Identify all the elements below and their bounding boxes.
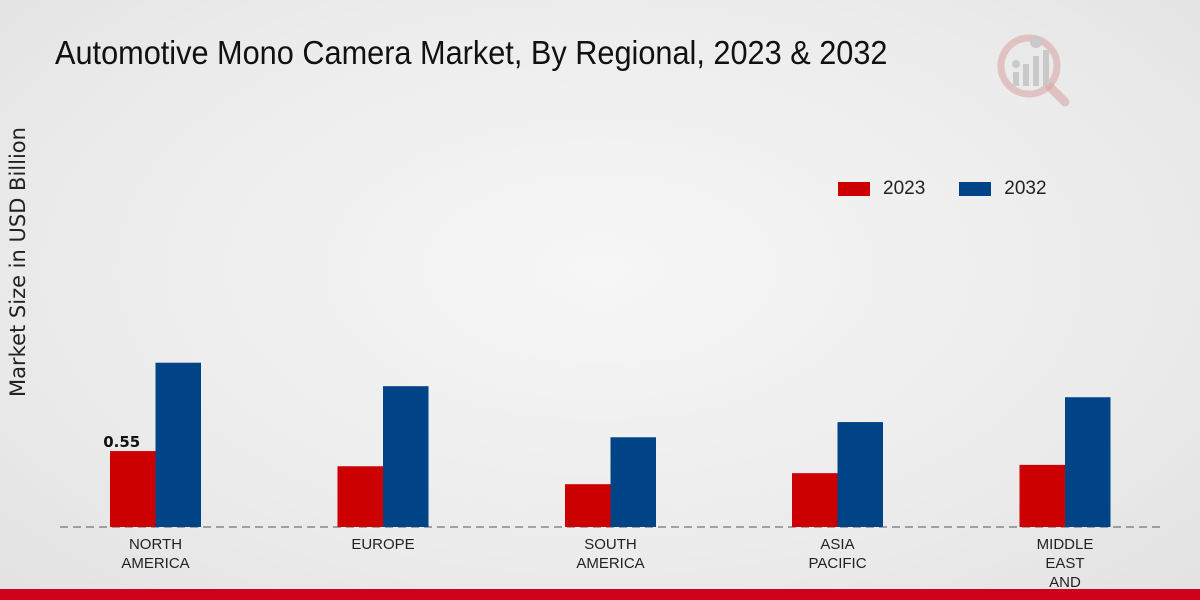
x-tick-line-4-0: MIDDLE [1037, 536, 1094, 553]
x-tick-line-4-2: AND [1049, 574, 1081, 591]
x-tick-label-0: NORTH AMERICA [121, 536, 189, 572]
bar-2023-2 [565, 484, 611, 527]
bar-2032-4 [1065, 397, 1111, 527]
x-tick-line-3-1: PACIFIC [808, 555, 866, 572]
chart-title: Automotive Mono Camera Market, By Region… [55, 34, 888, 71]
legend-item-2032: 2032 [959, 178, 1047, 200]
bar-2032-0 [155, 362, 201, 527]
data-label-0: 0.55 [103, 433, 140, 451]
legend-label-2032: 2032 [1004, 178, 1047, 199]
x-tick-line-0-0: NORTH [129, 536, 182, 553]
x-tick-line-4-1: EAST [1045, 555, 1084, 572]
x-tick-line-0-1: AMERICA [121, 555, 189, 572]
bar-2023-4 [1019, 464, 1065, 527]
x-tick-label-3: ASIA PACIFIC [808, 536, 866, 572]
chart-legend: 2023 2032 [838, 178, 1081, 200]
bottom-accent-bar [0, 589, 1200, 600]
brand-logo-icon [997, 34, 1070, 107]
legend-swatch-2023 [838, 182, 870, 196]
bar-2023-3 [792, 473, 838, 527]
x-tick-line-2-0: SOUTH [584, 536, 637, 553]
x-tick-label-2: SOUTH AMERICA [576, 536, 644, 572]
legend-label-2023: 2023 [883, 178, 926, 199]
bar-2032-1 [383, 386, 429, 527]
bar-2032-2 [610, 437, 656, 527]
bar-2032-3 [837, 422, 883, 527]
legend-swatch-2032 [959, 182, 992, 196]
bar-2023-1 [337, 466, 383, 527]
x-tick-label-1: EUROPE [351, 536, 414, 553]
x-tick-line-3-0: ASIA [820, 536, 854, 553]
x-tick-line-2-1: AMERICA [576, 555, 644, 572]
x-tick-line-1-0: EUROPE [351, 536, 414, 553]
bar-2023-0 [110, 451, 156, 527]
legend-item-2023: 2023 [838, 178, 925, 200]
